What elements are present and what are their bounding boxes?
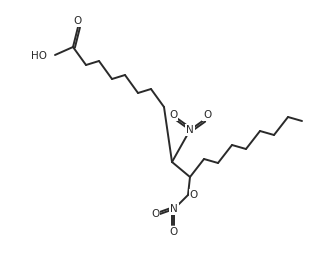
Text: O: O xyxy=(169,110,177,120)
Text: O: O xyxy=(203,110,211,120)
Text: HO: HO xyxy=(31,51,47,61)
Text: N: N xyxy=(170,204,178,214)
Text: O: O xyxy=(74,16,82,26)
Text: O: O xyxy=(151,209,159,219)
Text: O: O xyxy=(190,190,198,200)
Text: N: N xyxy=(186,125,194,135)
Text: O: O xyxy=(170,227,178,237)
